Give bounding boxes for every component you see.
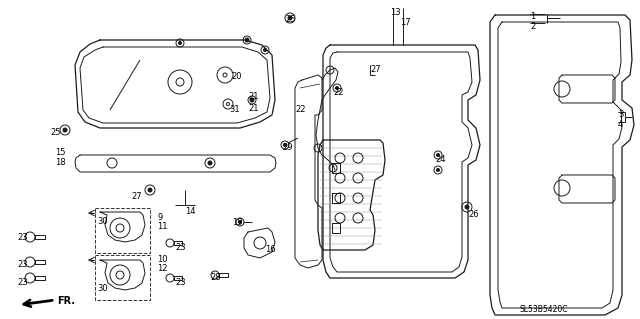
Text: 11: 11 <box>157 222 168 231</box>
Bar <box>95 208 150 253</box>
Text: 15: 15 <box>55 148 65 157</box>
Text: 2: 2 <box>530 22 535 31</box>
Circle shape <box>335 86 339 90</box>
Circle shape <box>245 38 249 42</box>
Text: 18: 18 <box>55 158 66 167</box>
Text: 4: 4 <box>618 120 623 129</box>
Text: 28: 28 <box>210 273 221 282</box>
Circle shape <box>465 205 469 209</box>
Text: 21: 21 <box>248 92 259 101</box>
Text: FR.: FR. <box>57 296 75 306</box>
Circle shape <box>284 144 287 146</box>
Text: 26: 26 <box>468 210 479 219</box>
Text: 21: 21 <box>248 104 259 113</box>
Text: 19: 19 <box>232 218 243 227</box>
Circle shape <box>436 168 440 172</box>
Text: 20: 20 <box>231 72 241 81</box>
Circle shape <box>208 161 212 165</box>
Circle shape <box>288 16 292 20</box>
Text: 29: 29 <box>282 143 292 152</box>
Circle shape <box>264 48 266 51</box>
Circle shape <box>239 220 241 224</box>
Text: 1: 1 <box>530 12 535 21</box>
Text: 27: 27 <box>131 192 141 201</box>
Circle shape <box>148 188 152 192</box>
Text: 24: 24 <box>435 155 445 164</box>
Text: 25: 25 <box>50 128 61 137</box>
Bar <box>95 255 150 300</box>
Text: 30: 30 <box>97 284 108 293</box>
Text: 22: 22 <box>295 105 305 114</box>
Text: 23: 23 <box>17 278 28 287</box>
Text: 12: 12 <box>157 264 168 273</box>
Text: 25: 25 <box>285 15 296 24</box>
Text: 27: 27 <box>370 65 381 74</box>
Text: 17: 17 <box>400 18 411 27</box>
Circle shape <box>250 98 254 102</box>
Text: 23: 23 <box>175 243 186 252</box>
Text: 13: 13 <box>390 8 401 17</box>
Circle shape <box>63 128 67 132</box>
Circle shape <box>179 41 182 44</box>
Text: 14: 14 <box>185 207 195 216</box>
Text: 10: 10 <box>157 255 168 264</box>
Text: 23: 23 <box>175 278 186 287</box>
Text: 3: 3 <box>618 110 623 119</box>
Circle shape <box>436 153 440 157</box>
Text: 23: 23 <box>17 233 28 242</box>
Text: SL53B5420C: SL53B5420C <box>520 305 568 314</box>
Text: 30: 30 <box>97 217 108 226</box>
Text: 9: 9 <box>157 213 163 222</box>
Text: 22: 22 <box>333 88 344 97</box>
Text: 23: 23 <box>17 260 28 269</box>
Text: 16: 16 <box>265 245 276 254</box>
Text: 31: 31 <box>229 105 239 114</box>
